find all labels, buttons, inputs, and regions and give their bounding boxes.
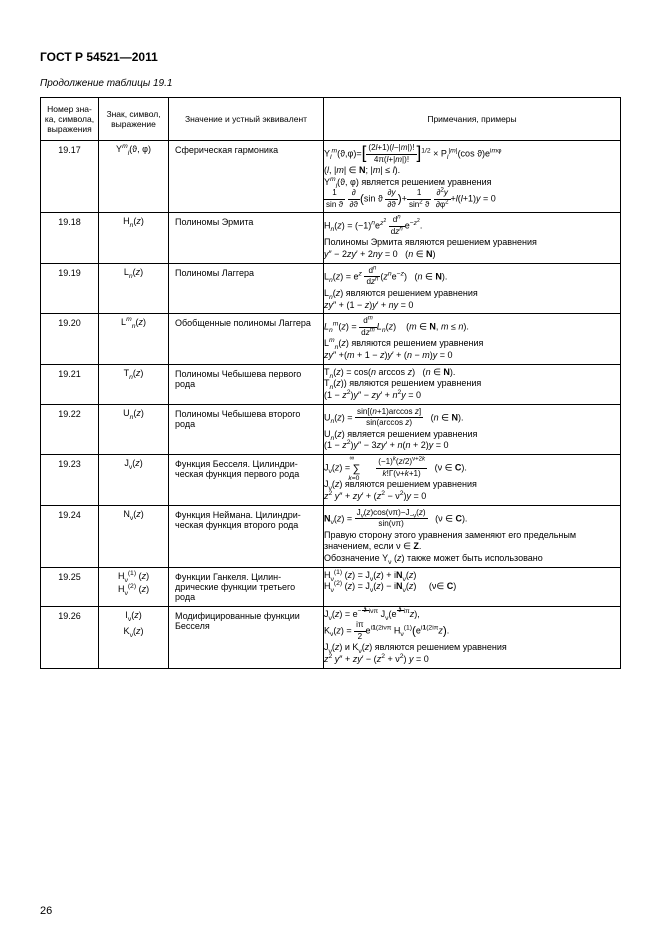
cell-notes: Jν(z) = e−12iνπ Jν(e12iπz),Kν(z) = iπ2ei…: [324, 606, 621, 668]
col-header-notes: Примечания, примеры: [324, 98, 621, 141]
cell-number: 19.17: [41, 141, 99, 213]
col-header-number: Номер зна- ка, символа, выражения: [41, 98, 99, 141]
cell-symbol: Iν(z)Kν(z): [99, 606, 169, 668]
cell-notes: Ln(z) = ez dndzn(zne−z) (n ∈ N).Ln(z) яв…: [324, 263, 621, 313]
cell-number: 19.18: [41, 213, 99, 263]
table-header-row: Номер зна- ка, символа, выражения Знак, …: [41, 98, 621, 141]
cell-notes: Tn(z) = cos(n arccos z) (n ∈ N).Tn(z)) я…: [324, 364, 621, 404]
col-header-meaning: Значение и устный эквивалент: [169, 98, 324, 141]
cell-number: 19.26: [41, 606, 99, 668]
cell-symbol: Hn(z): [99, 213, 169, 263]
table-row: 19.19Ln(z)Полиномы ЛаггераLn(z) = ez dnd…: [41, 263, 621, 313]
cell-meaning: Обобщенные полиномы Лаг­гера: [169, 314, 324, 364]
cell-number: 19.23: [41, 455, 99, 505]
cell-symbol: Lmn(z): [99, 314, 169, 364]
cell-meaning: Полиномы Чебышева второго рода: [169, 404, 324, 454]
cell-number: 19.21: [41, 364, 99, 404]
cell-meaning: Сферическая гармоника: [169, 141, 324, 213]
table-row: 19.17Yml(ϑ, φ)Сферическая гармоникаYlm(ϑ…: [41, 141, 621, 213]
cell-notes: Lnm(z) = dmdzmLn(z) (m ∈ N, m ≤ n).Lmn(z…: [324, 314, 621, 364]
cell-meaning: Функция Бесселя. Цилиндри­ческая функция…: [169, 455, 324, 505]
table-row: 19.25Hν(1) (z)Hν(2) (z)Функции Ганкеля. …: [41, 567, 621, 606]
page-container: ГОСТ Р 54521—2011 Продолжение таблицы 19…: [0, 0, 661, 935]
cell-notes: Hn(z) = (−1)nez2 dndzne−z2.Полиномы Эрми…: [324, 213, 621, 263]
table-row: 19.20Lmn(z)Обобщенные полиномы Лаг­гераL…: [41, 314, 621, 364]
table-row: 19.22Un(z)Полиномы Чебышева второго рода…: [41, 404, 621, 454]
cell-number: 19.19: [41, 263, 99, 313]
col-header-symbol: Знак, символ, выражение: [99, 98, 169, 141]
page-number: 26: [40, 905, 52, 917]
cell-symbol: Yml(ϑ, φ): [99, 141, 169, 213]
cell-symbol: Ln(z): [99, 263, 169, 313]
cell-meaning: Полиномы Эрмита: [169, 213, 324, 263]
cell-notes: Un(z) = sin[(n+1)arccos z]sin(arccos z) …: [324, 404, 621, 454]
cell-notes: Jν(z) = ∑k=0∞(−1)k(z/2)ν+2kk!Γ(ν+k+1) (ν…: [324, 455, 621, 505]
cell-meaning: Функции Ганкеля. Цилин­дрические функции…: [169, 567, 324, 606]
cell-number: 19.20: [41, 314, 99, 364]
cell-symbol: Nν(z): [99, 505, 169, 567]
table-continuation-label: Продолжение таблицы 19.1: [40, 78, 621, 89]
cell-notes: Nν(z) = Jν(z)cos(νπ)−J−ν(z)sin(νπ) (ν ∈ …: [324, 505, 621, 567]
cell-symbol: Jν(z): [99, 455, 169, 505]
cell-meaning: Модифицированные функции Бесселя: [169, 606, 324, 668]
cell-meaning: Полиномы Лаггера: [169, 263, 324, 313]
table-row: 19.23Jν(z)Функция Бесселя. Цилиндри­ческ…: [41, 455, 621, 505]
cell-notes: Hν(1) (z) = Jν(z) + iNν(z)Hν(2) (z) = Jν…: [324, 567, 621, 606]
cell-number: 19.24: [41, 505, 99, 567]
cell-symbol: Hν(1) (z)Hν(2) (z): [99, 567, 169, 606]
table-row: 19.21Tn(z)Полиномы Чебышева перво­го род…: [41, 364, 621, 404]
table-body: 19.17Yml(ϑ, φ)Сферическая гармоникаYlm(ϑ…: [41, 141, 621, 669]
cell-notes: Ylm(ϑ,φ)=[(2l+1)(l−|m|)!4π(l+|m|)!]1/2 ×…: [324, 141, 621, 213]
cell-number: 19.25: [41, 567, 99, 606]
table-row: 19.18Hn(z)Полиномы ЭрмитаHn(z) = (−1)nez…: [41, 213, 621, 263]
cell-symbol: Tn(z): [99, 364, 169, 404]
table-row: 19.26Iν(z)Kν(z)Модифицированные функции …: [41, 606, 621, 668]
cell-meaning: Функция Неймана. Цилиндри­ческая функция…: [169, 505, 324, 567]
cell-number: 19.22: [41, 404, 99, 454]
standards-table: Номер зна- ка, символа, выражения Знак, …: [40, 97, 621, 669]
table-row: 19.24Nν(z)Функция Неймана. Цилиндри­ческ…: [41, 505, 621, 567]
document-header: ГОСТ Р 54521—2011: [40, 50, 621, 64]
cell-symbol: Un(z): [99, 404, 169, 454]
cell-meaning: Полиномы Чебышева перво­го рода: [169, 364, 324, 404]
